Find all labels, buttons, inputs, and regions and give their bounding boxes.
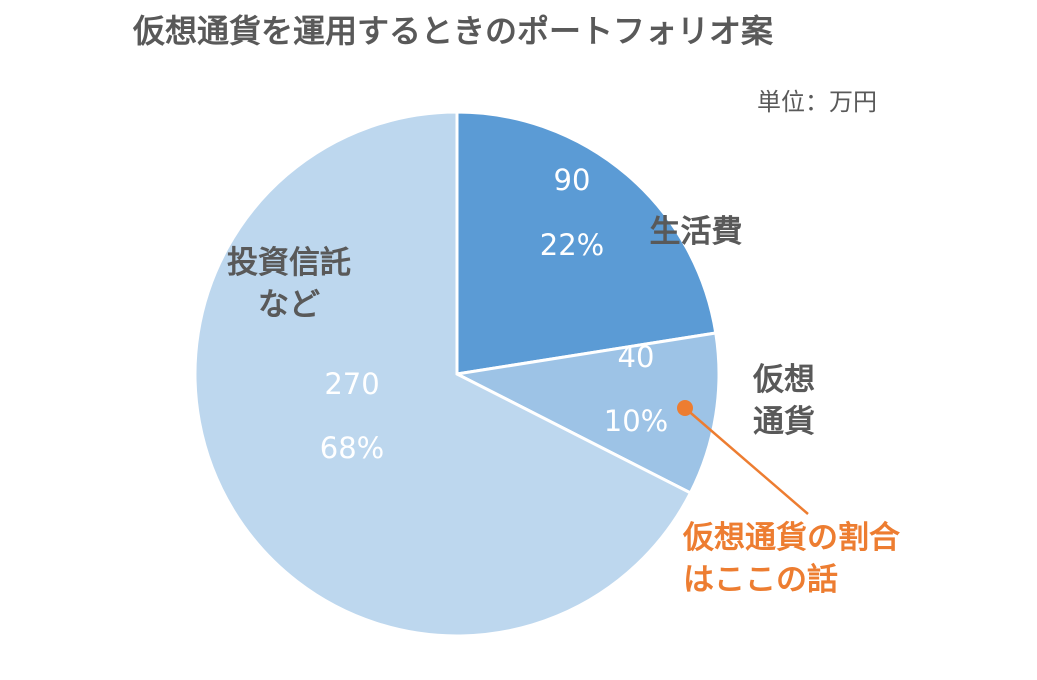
slice-percent-label: 68% [320,431,384,465]
pie-slices [193,110,721,638]
slice-percent-label: 10% [604,404,668,438]
chart-title: 仮想通貨を運用するときのポートフォリオ案 [132,12,774,50]
slice-category-label: など [258,287,320,323]
annotation-leader-line [684,407,809,515]
annotation: 仮想通貨の割合 はここの話 [677,400,900,598]
pie-slice-investment-trusts [193,110,693,638]
slice-category-label: 通貨 [753,404,815,440]
annotation-line-2: はここの話 [683,562,838,598]
annotation-line-1: 仮想通貨の割合 [682,520,900,556]
slice-percent-label: 22% [540,228,604,262]
pie-slice-living-expenses [455,110,718,376]
slice-category-label: 生活費 [650,214,743,250]
slice-value-label: 40 [618,340,655,374]
annotation-marker [677,400,693,416]
slice-value-label: 90 [554,163,591,197]
pie-slice-crypto [452,331,721,495]
slice-category-label: 仮想 [752,362,815,398]
slice-value-label: 270 [324,367,379,401]
slice-category-label: 投資信託 [227,245,351,281]
unit-label: 単位：万円 [757,88,877,116]
